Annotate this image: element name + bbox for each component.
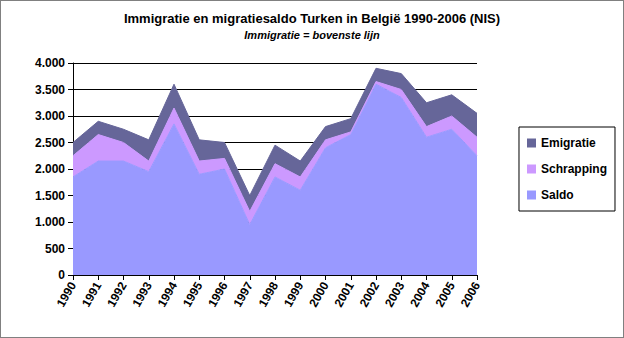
svg-text:2001: 2001 xyxy=(331,279,357,309)
svg-text:1990: 1990 xyxy=(54,279,80,309)
svg-text:Schrapping: Schrapping xyxy=(541,162,607,176)
svg-text:2.500: 2.500 xyxy=(35,136,65,150)
svg-text:500: 500 xyxy=(45,242,65,256)
svg-text:3.000: 3.000 xyxy=(35,109,65,123)
svg-text:4.000: 4.000 xyxy=(35,56,65,70)
svg-text:1.000: 1.000 xyxy=(35,215,65,229)
svg-text:0: 0 xyxy=(58,268,65,282)
svg-text:2005: 2005 xyxy=(432,279,458,309)
svg-text:1991: 1991 xyxy=(79,279,105,309)
svg-text:1.500: 1.500 xyxy=(35,189,65,203)
svg-text:Immigratie = bovenste lijn: Immigratie = bovenste lijn xyxy=(244,29,380,41)
svg-text:2006: 2006 xyxy=(458,279,484,309)
svg-text:2002: 2002 xyxy=(357,279,383,309)
svg-text:2000: 2000 xyxy=(306,279,332,309)
svg-text:Emigratie: Emigratie xyxy=(541,136,596,150)
svg-text:1993: 1993 xyxy=(129,279,155,309)
svg-text:1997: 1997 xyxy=(230,279,256,309)
svg-text:2003: 2003 xyxy=(382,279,408,309)
svg-text:2.000: 2.000 xyxy=(35,162,65,176)
svg-text:1992: 1992 xyxy=(104,279,130,309)
svg-text:1998: 1998 xyxy=(256,279,282,309)
svg-text:3.500: 3.500 xyxy=(35,83,65,97)
svg-text:Saldo: Saldo xyxy=(541,188,574,202)
svg-text:1995: 1995 xyxy=(180,279,206,309)
svg-text:Immigratie en migratiesaldo Tu: Immigratie en migratiesaldo Turken in Be… xyxy=(124,11,500,26)
svg-text:1996: 1996 xyxy=(205,279,231,309)
svg-text:1994: 1994 xyxy=(155,279,181,309)
svg-text:1999: 1999 xyxy=(281,279,307,309)
svg-text:2004: 2004 xyxy=(407,279,433,309)
